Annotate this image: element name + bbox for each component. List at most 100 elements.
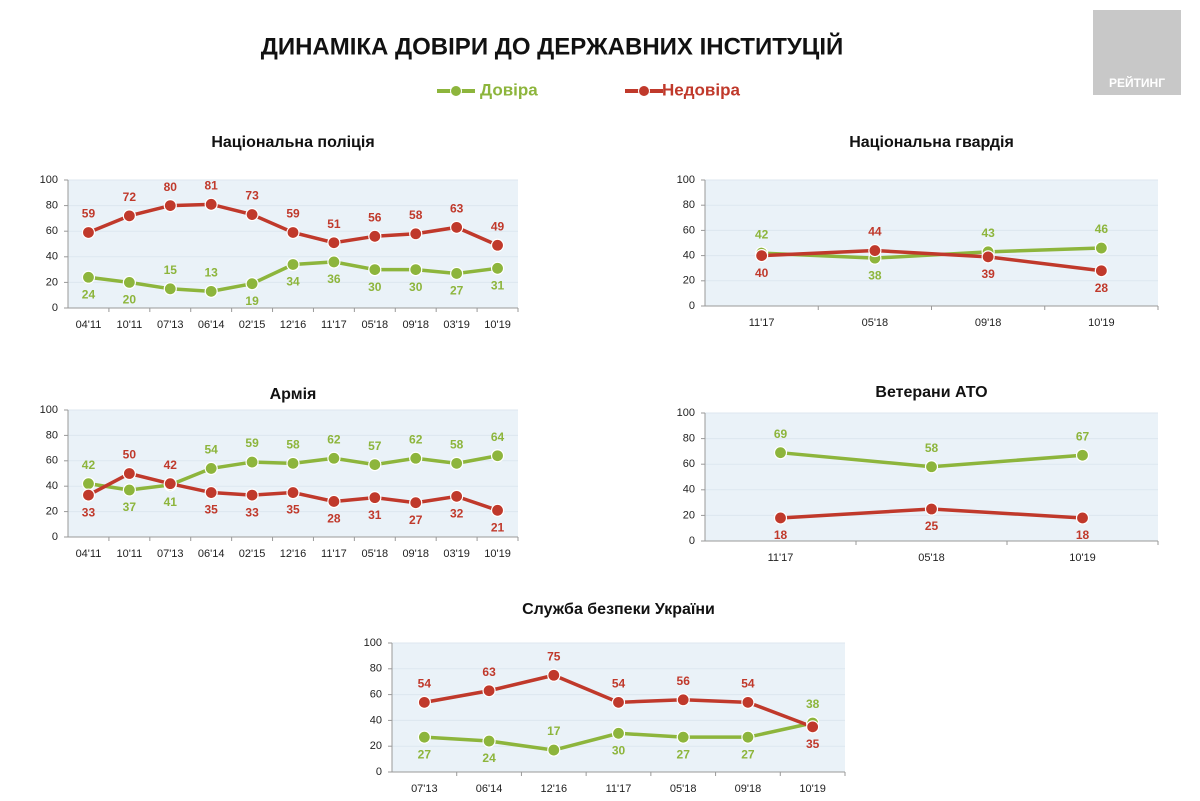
data-point	[204, 197, 218, 211]
data-label: 30	[612, 743, 626, 757]
y-tick-label: 80	[46, 429, 58, 441]
x-tick-label: 04'11	[76, 319, 102, 331]
x-tick-label: 11'17	[749, 317, 775, 329]
data-label: 49	[491, 219, 505, 233]
data-label: 31	[368, 508, 382, 522]
x-tick-label: 10'19	[484, 548, 511, 560]
data-label: 34	[286, 275, 300, 289]
y-tick-label: 40	[683, 484, 695, 496]
data-label: 40	[755, 266, 769, 280]
x-tick-label: 10'19	[1088, 317, 1115, 329]
data-label: 67	[1076, 429, 1090, 443]
data-label: 54	[612, 677, 626, 691]
x-tick-label: 06'14	[198, 548, 225, 560]
x-tick-label: 02'15	[239, 548, 266, 560]
data-label: 18	[1076, 528, 1090, 542]
data-label: 75	[547, 649, 561, 663]
data-point	[327, 451, 341, 465]
data-label: 73	[245, 189, 259, 203]
data-point	[409, 263, 423, 277]
data-point	[1094, 241, 1108, 255]
x-tick-label: 04'11	[76, 548, 102, 560]
data-label: 42	[82, 458, 96, 472]
x-tick-label: 10'11	[116, 319, 142, 331]
data-point	[286, 257, 300, 272]
chart-title: Армія	[270, 386, 317, 403]
y-tick-label: 40	[46, 251, 58, 263]
data-point	[450, 220, 464, 234]
y-tick-label: 100	[40, 404, 58, 416]
data-point	[245, 277, 259, 291]
data-label: 63	[482, 665, 496, 679]
data-label: 58	[286, 438, 300, 452]
y-tick-label: 0	[52, 302, 58, 314]
data-point	[773, 511, 788, 525]
data-label: 33	[82, 505, 96, 519]
data-label: 24	[482, 751, 496, 765]
y-tick-label: 100	[677, 407, 695, 419]
data-point	[163, 477, 177, 491]
data-point	[482, 684, 496, 698]
x-tick-label: 10'19	[1069, 552, 1096, 564]
data-point	[450, 266, 464, 281]
x-tick-label: 02'15	[239, 319, 266, 331]
data-label: 35	[205, 503, 219, 517]
data-label: 27	[409, 513, 423, 527]
data-label: 27	[450, 284, 464, 298]
data-label: 30	[368, 280, 382, 294]
data-point	[490, 261, 505, 275]
y-tick-label: 0	[689, 535, 695, 547]
data-label: 31	[491, 278, 505, 292]
data-label: 54	[741, 677, 755, 691]
x-tick-label: 05'18	[362, 319, 389, 331]
data-label: 69	[774, 427, 788, 441]
legend-label: Недовіра	[662, 80, 740, 99]
data-label: 35	[286, 503, 300, 517]
data-point	[368, 263, 382, 277]
data-point	[924, 502, 939, 516]
y-tick-label: 80	[370, 663, 382, 675]
x-tick-label: 12'16	[280, 319, 307, 331]
x-tick-label: 05'18	[918, 552, 945, 564]
x-tick-label: 10'19	[484, 319, 511, 331]
data-point	[482, 734, 496, 748]
data-label: 25	[925, 519, 939, 533]
x-tick-label: 11'17	[321, 548, 347, 560]
plot-area	[705, 180, 1158, 306]
data-label: 72	[123, 190, 137, 204]
data-label: 13	[205, 266, 219, 280]
data-point	[122, 483, 136, 497]
data-point	[450, 489, 464, 503]
data-point	[1075, 448, 1090, 462]
y-tick-label: 60	[683, 224, 695, 236]
data-label: 28	[327, 512, 341, 526]
data-point	[286, 225, 300, 240]
y-tick-label: 80	[683, 199, 695, 211]
plot-area	[68, 180, 518, 308]
chart-title: Національна гвардія	[849, 134, 1014, 151]
data-point	[490, 503, 505, 517]
data-label: 56	[368, 210, 382, 224]
legend-marker	[638, 85, 650, 97]
data-point	[245, 207, 259, 222]
x-tick-label: 06'14	[476, 783, 503, 795]
x-tick-label: 05'18	[362, 548, 389, 560]
data-point	[1094, 264, 1108, 278]
data-point	[163, 282, 177, 296]
data-label: 59	[245, 436, 259, 450]
data-label: 36	[327, 272, 341, 286]
y-tick-label: 0	[52, 531, 58, 543]
data-label: 42	[164, 458, 178, 472]
data-point	[368, 458, 382, 472]
chart-title: Ветерани АТО	[875, 384, 987, 401]
data-label: 44	[868, 225, 882, 239]
data-point	[286, 456, 300, 470]
x-tick-label: 09'18	[402, 548, 429, 560]
data-label: 56	[677, 674, 691, 688]
data-point	[204, 461, 218, 476]
data-point	[547, 743, 561, 757]
data-point	[368, 491, 382, 505]
data-label: 32	[450, 507, 464, 521]
y-tick-label: 60	[46, 225, 58, 237]
